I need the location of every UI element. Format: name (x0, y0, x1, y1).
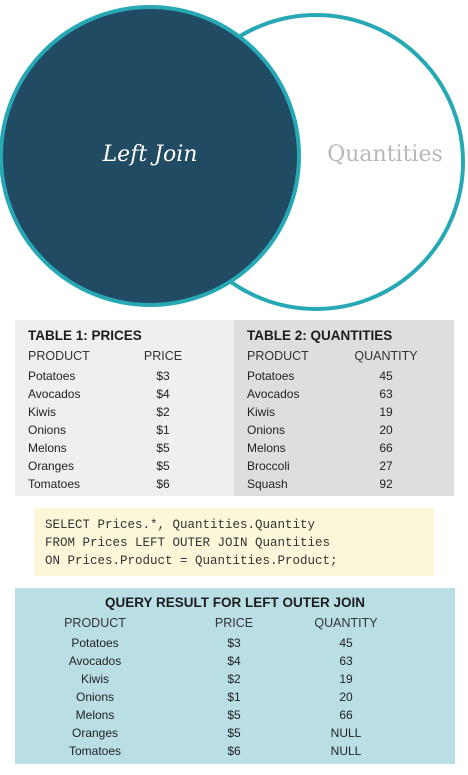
result-row: Kiwis $2 19 (15, 672, 455, 690)
prices-value-cell: $6 (156, 477, 170, 491)
quantities-row: Squash 92 (234, 477, 454, 495)
result-price-cell: $3 (227, 636, 241, 650)
result-product-cell: Tomatoes (68, 744, 122, 758)
prices-row: Oranges $5 (15, 459, 235, 477)
quantities-header-product: PRODUCT (247, 349, 309, 363)
result-product-cell: Kiwis (80, 672, 109, 686)
result-quantity-cell: 63 (339, 654, 353, 668)
result-price-cell: $4 (227, 654, 241, 668)
result-row: Onions $1 20 (15, 690, 455, 708)
prices-row: Melons $5 (15, 441, 235, 459)
prices-table: TABLE 1: PRICES PRODUCT PRICE Potatoes $3… (15, 320, 235, 496)
result-price-cell: $5 (227, 708, 241, 722)
result-header-quantity: QUANTITY (314, 616, 378, 630)
query-result-title: QUERY RESULT FOR LEFT OUTER JOIN (104, 595, 365, 610)
quantities-table-title: TABLE 2: QUANTITIES (247, 328, 393, 343)
result-quantity-cell: NULL (330, 726, 362, 740)
quantities-value-cell: 45 (379, 369, 393, 383)
prices-value-cell: $4 (156, 387, 170, 401)
prices-row: Potatoes $3 (15, 369, 235, 387)
sql-line: ON Prices.Product = Quantities.Product; (45, 554, 338, 568)
quantities-header-quantity: QUANTITY (354, 349, 418, 363)
prices-value-cell: $2 (156, 405, 170, 419)
result-quantity-cell: NULL (330, 744, 362, 758)
result-price-cell: $1 (227, 690, 241, 704)
query-result-table: QUERY RESULT FOR LEFT OUTER JOIN PRODUCT… (15, 588, 455, 764)
result-header-product: PRODUCT (64, 616, 126, 630)
result-row: Oranges $5 NULL (15, 726, 455, 744)
quantities-value-cell: 66 (379, 441, 393, 455)
quantities-product-cell: Potatoes (247, 369, 295, 383)
quantities-product-cell: Melons (247, 441, 286, 455)
quantities-value-cell: 63 (379, 387, 393, 401)
quantities-product-cell: Onions (247, 423, 286, 437)
prices-value-cell: $3 (156, 369, 170, 383)
result-product-cell: Avocados (68, 654, 122, 668)
result-product-cell: Melons (75, 708, 115, 722)
result-quantity-cell: 19 (339, 672, 353, 686)
prices-value-cell: $5 (156, 459, 170, 473)
quantities-row: Kiwis 19 (234, 405, 454, 423)
quantities-product-cell: Avocados (247, 387, 300, 401)
quantities-product-cell: Kiwis (247, 405, 276, 419)
result-product-cell: Potatoes (71, 636, 119, 650)
left-join-circle (0, 5, 301, 307)
quantities-value-cell: 92 (379, 477, 393, 491)
prices-product-cell: Onions (28, 423, 67, 437)
quantities-label: Quantities (327, 142, 443, 167)
quantities-row: Melons 66 (234, 441, 454, 459)
quantities-row: Potatoes 45 (234, 369, 454, 387)
prices-product-cell: Avocados (28, 387, 81, 401)
prices-row: Tomatoes $6 (15, 477, 235, 495)
quantities-product-cell: Broccoli (247, 459, 290, 473)
result-row: Avocados $4 63 (15, 654, 455, 672)
result-price-cell: $5 (227, 726, 241, 740)
result-product-cell: Onions (75, 690, 115, 704)
venn-diagram (0, 5, 465, 311)
prices-product-cell: Oranges (28, 459, 75, 473)
quantities-table: TABLE 2: QUANTITIES PRODUCT QUANTITY Pot… (234, 320, 454, 496)
prices-header-product: PRODUCT (28, 349, 90, 363)
result-row: Potatoes $3 45 (15, 636, 455, 654)
result-product-cell: Oranges (71, 726, 119, 740)
prices-value-cell: $5 (156, 441, 170, 455)
result-header-price: PRICE (214, 616, 254, 630)
result-quantity-cell: 45 (339, 636, 353, 650)
quantities-row: Broccoli 27 (234, 459, 454, 477)
sql-query-box: SELECT Prices.*, Quantities.Quantity FRO… (34, 508, 434, 576)
prices-product-cell: Potatoes (28, 369, 76, 383)
result-quantity-cell: 66 (339, 708, 353, 722)
prices-value-cell: $1 (156, 423, 170, 437)
result-price-cell: $2 (227, 672, 241, 686)
quantities-value-cell: 20 (379, 423, 393, 437)
result-row: Melons $5 66 (15, 708, 455, 726)
result-price-cell: $6 (227, 744, 241, 758)
quantities-value-cell: 19 (379, 405, 393, 419)
prices-table-title: TABLE 1: PRICES (28, 328, 142, 343)
left-join-label: Left Join (102, 142, 198, 167)
quantities-row: Avocados 63 (234, 387, 454, 405)
result-row: Tomatoes $6 NULL (15, 744, 455, 762)
quantities-row: Onions 20 (234, 423, 454, 441)
prices-row: Avocados $4 (15, 387, 235, 405)
quantities-value-cell: 27 (379, 459, 393, 473)
prices-product-cell: Melons (28, 441, 67, 455)
sql-line: FROM Prices LEFT OUTER JOIN Quantities (45, 536, 331, 550)
sql-line: SELECT Prices.*, Quantities.Quantity (45, 518, 316, 532)
prices-row: Onions $1 (15, 423, 235, 441)
prices-product-cell: Tomatoes (28, 477, 81, 491)
prices-product-cell: Kiwis (28, 405, 57, 419)
quantities-product-cell: Squash (247, 477, 288, 491)
result-quantity-cell: 20 (339, 690, 353, 704)
prices-header-price: PRICE (143, 349, 183, 363)
prices-row: Kiwis $2 (15, 405, 235, 423)
